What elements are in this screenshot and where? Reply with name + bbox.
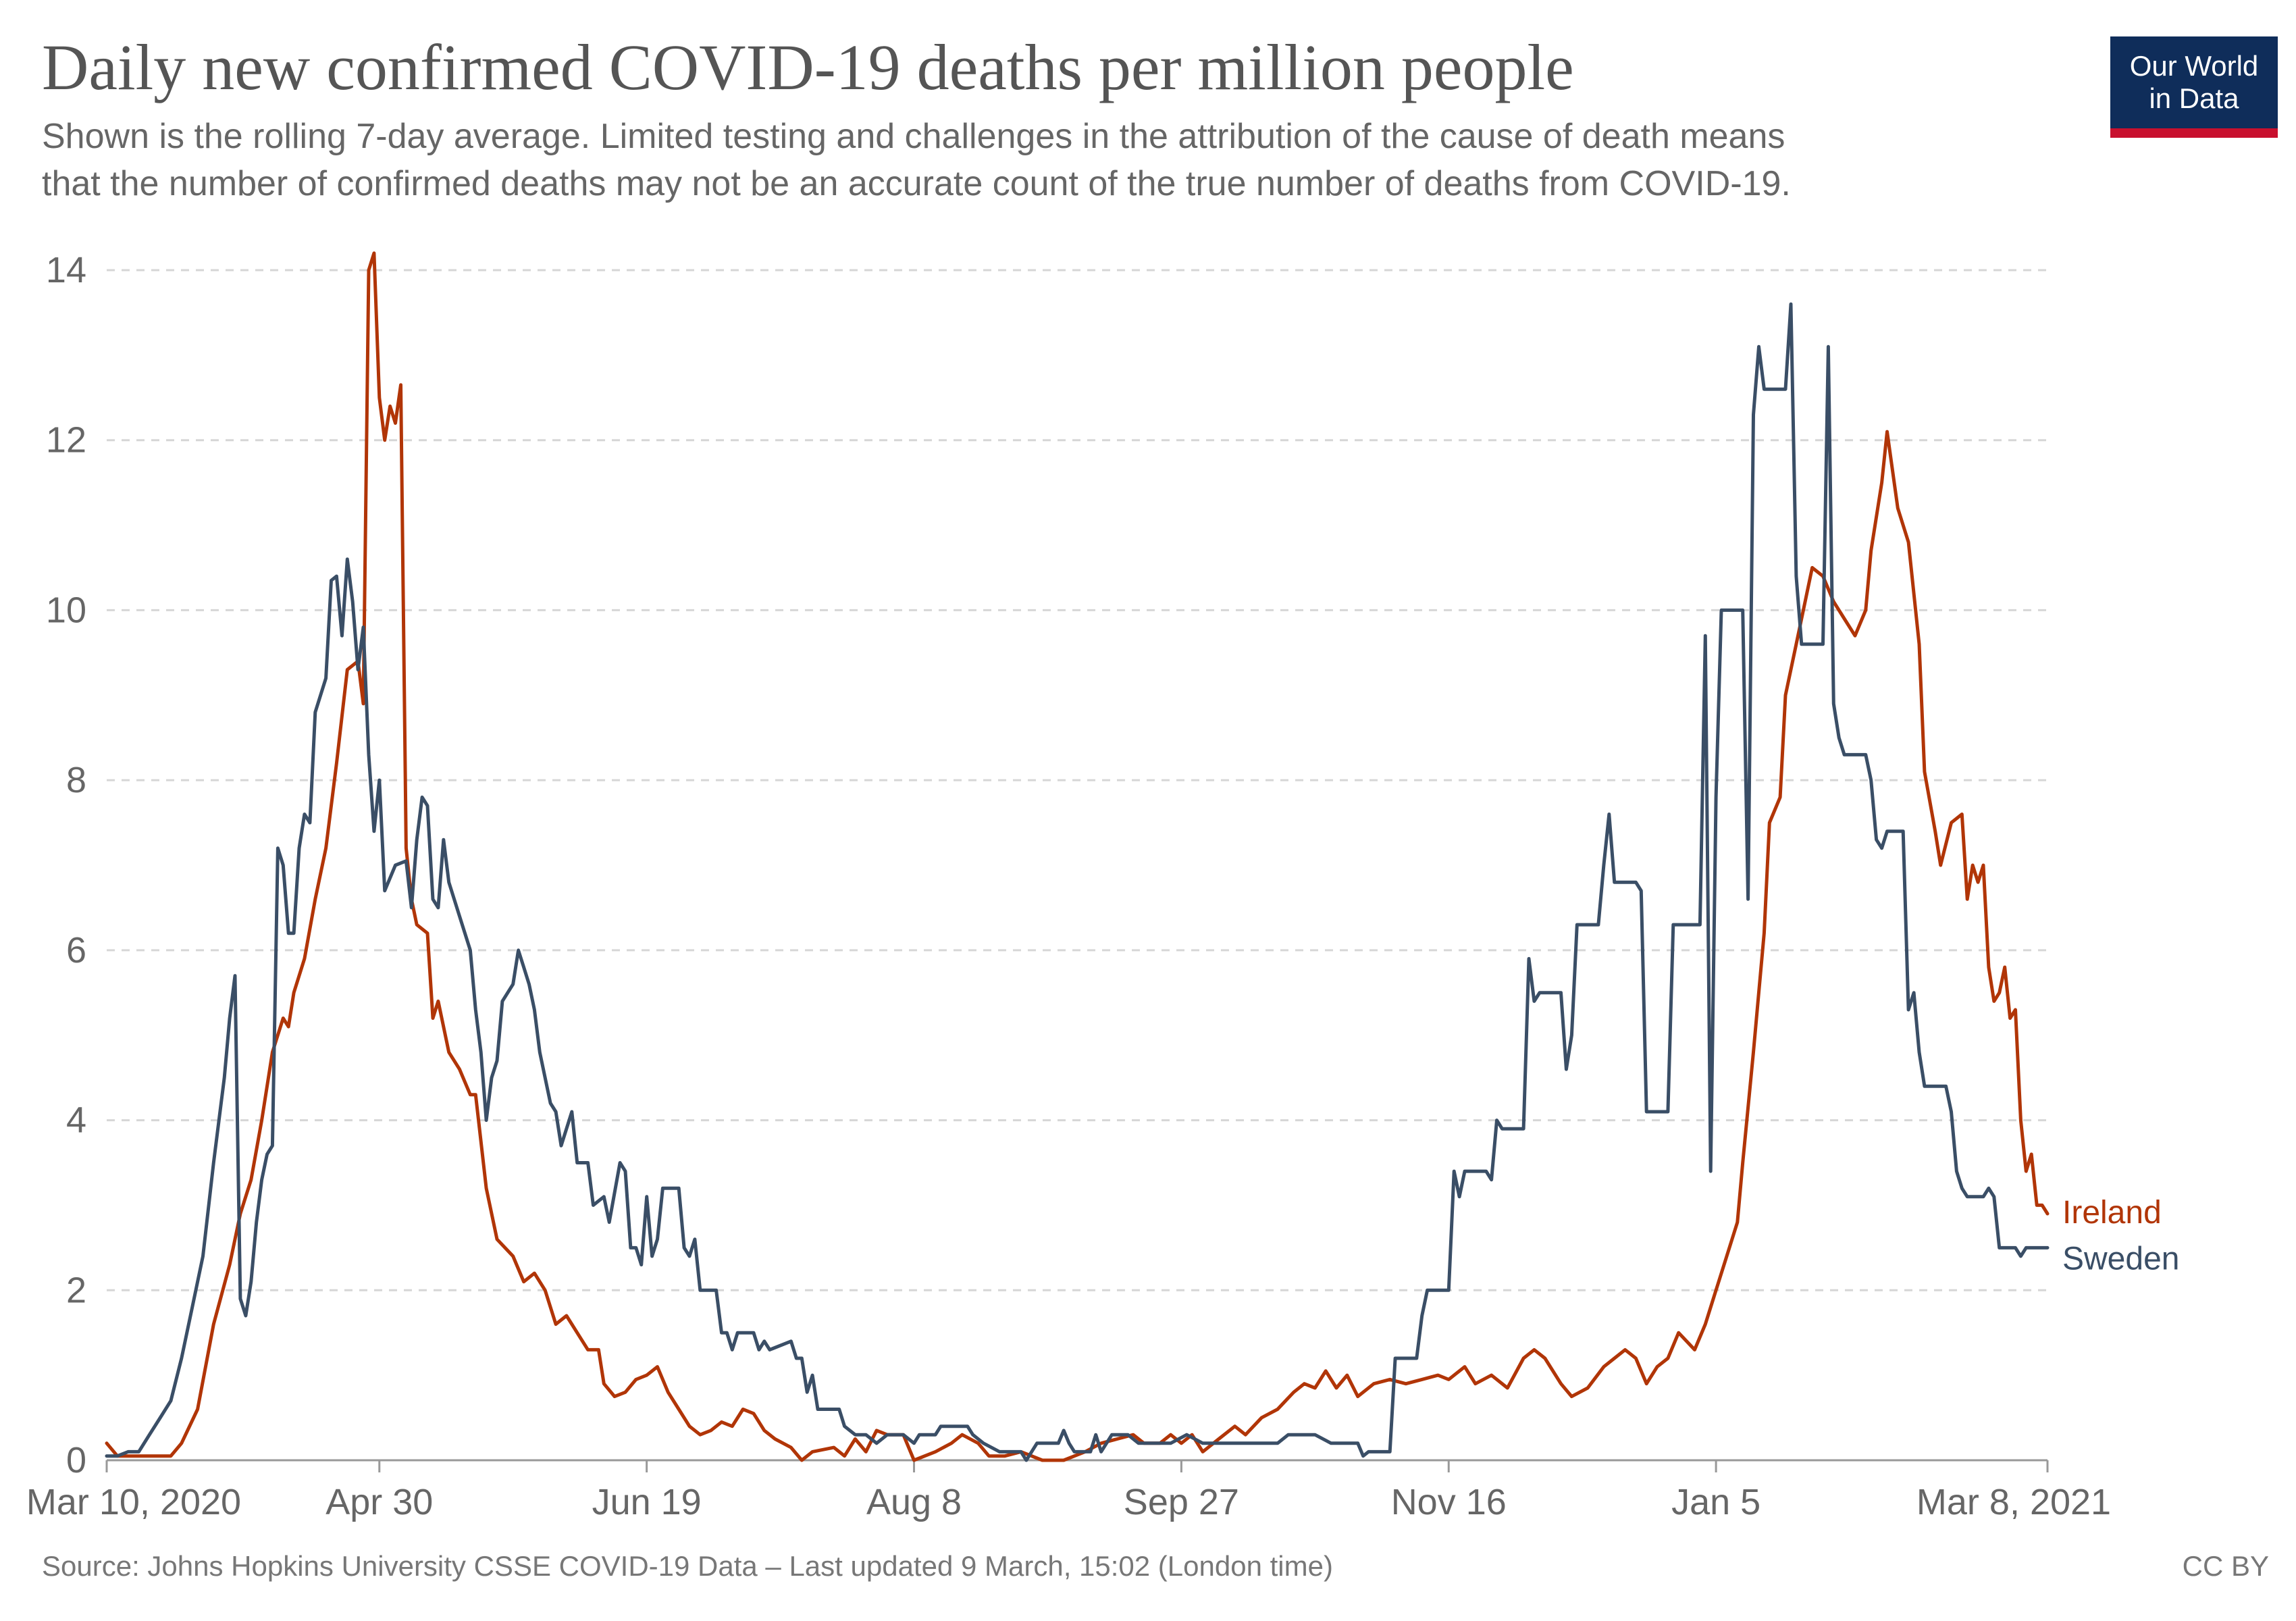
x-axis: Mar 10, 2020 Apr 30 Jun 19 Aug 8 Sep 27 Nov 1…: [26, 1459, 2111, 1522]
x-tick-label: Mar 8, 2021: [1916, 1482, 2111, 1522]
y-tick-label: 14: [46, 250, 86, 290]
end-labels: Ireland Sweden: [2062, 1195, 2179, 1277]
y-tick-label: 10: [46, 590, 86, 630]
logo-text-line-1: Our World: [2129, 50, 2259, 82]
end-label-sweden: Sweden: [2062, 1241, 2179, 1277]
y-tick-label: 2: [66, 1270, 86, 1310]
owid-logo[interactable]: Our World in Data: [2110, 36, 2278, 138]
y-tick-label: 12: [46, 420, 86, 461]
license-link[interactable]: CC BY: [2182, 1550, 2269, 1582]
chart-title: Daily new confirmed COVID-19 deaths per …: [42, 31, 1574, 103]
end-label-ireland: Ireland: [2062, 1195, 2162, 1231]
x-tick-label: Nov 16: [1391, 1482, 1507, 1522]
series-line-ireland[interactable]: [105, 251, 2050, 1462]
y-tick-label: 0: [66, 1440, 86, 1481]
series-lines: [105, 251, 2050, 1462]
x-tick-label: Jun 19: [592, 1482, 702, 1522]
series-line-sweden[interactable]: [105, 302, 2050, 1462]
x-tick-label: Jan 5: [1671, 1482, 1760, 1522]
x-tick-label: Apr 30: [325, 1482, 433, 1522]
gridlines: 0 2 4 6 8 10 12 14: [46, 250, 2047, 1481]
x-tick-label: Aug 8: [866, 1482, 962, 1522]
logo-text-line-2: in Data: [2149, 82, 2239, 114]
x-tick-label: Sep 27: [1124, 1482, 1239, 1522]
source-note: Source: Johns Hopkins University CSSE CO…: [42, 1550, 1333, 1582]
x-tick-label: Mar 10, 2020: [26, 1482, 241, 1522]
y-tick-label: 6: [66, 930, 86, 971]
y-tick-label: 4: [66, 1100, 86, 1141]
chart-subtitle-line-2: that the number of confirmed deaths may …: [42, 164, 1791, 203]
y-tick-label: 8: [66, 760, 86, 800]
chart-subtitle-line-1: Shown is the rolling 7-day average. Limi…: [42, 117, 1785, 156]
